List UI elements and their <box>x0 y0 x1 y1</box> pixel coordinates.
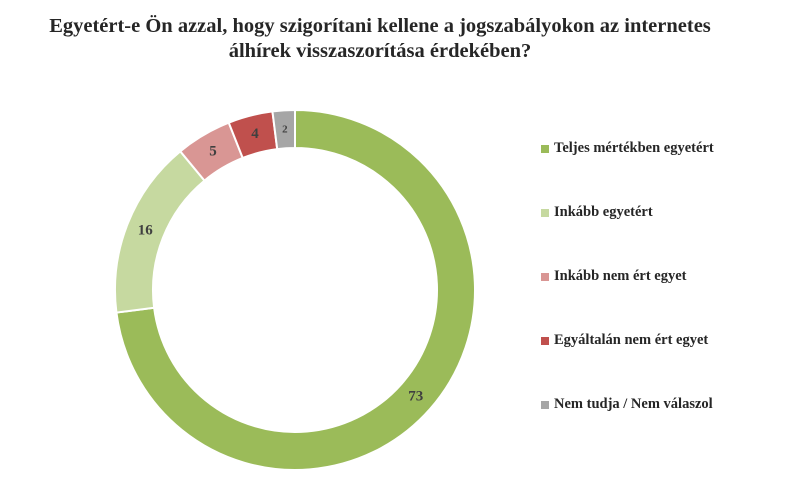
data-label-2: 16 <box>138 223 154 239</box>
legend-item-4: Egyáltalán nem ért egyet <box>541 332 708 349</box>
chart-title-line-1: Egyetért-e Ön azzal, hogy szigorítani ke… <box>49 15 711 37</box>
legend-label-4: Egyáltalán nem ért egyet <box>554 332 709 348</box>
legend-item-2: Inkább egyetért <box>541 204 653 221</box>
legend-swatch-1 <box>541 144 549 153</box>
legend-swatch-3 <box>541 272 549 281</box>
donut-slice-5 <box>271 108 296 151</box>
legend-label-5: Nem tudja / Nem válaszol <box>554 396 713 412</box>
chart-title-line-2: álhírek visszaszorítása érdekében? <box>228 40 532 62</box>
data-label-5: 2 <box>282 123 288 135</box>
data-label-4: 4 <box>251 126 259 142</box>
legend-label-2: Inkább egyetért <box>554 204 653 220</box>
legend-item-3: Inkább nem ért egyet <box>541 268 687 285</box>
legend-item-5: Nem tudja / Nem válaszol <box>541 396 713 413</box>
legend-label-3: Inkább nem ért egyet <box>554 268 687 284</box>
legend-swatch-2 <box>541 208 549 217</box>
data-label-3: 5 <box>209 143 217 159</box>
donut-slice-1 <box>115 108 476 471</box>
legend-swatch-4 <box>541 336 549 345</box>
chart-title: Egyetért-e Ön azzal, hogy szigorítani ke… <box>0 14 760 64</box>
legend-label-1: Teljes mértékben egyetért <box>554 140 714 156</box>
legend-swatch-5 <box>541 400 549 409</box>
donut-slice-2 <box>114 149 206 314</box>
data-label-1: 73 <box>408 388 423 404</box>
legend-item-1: Teljes mértékben egyetért <box>541 140 714 157</box>
